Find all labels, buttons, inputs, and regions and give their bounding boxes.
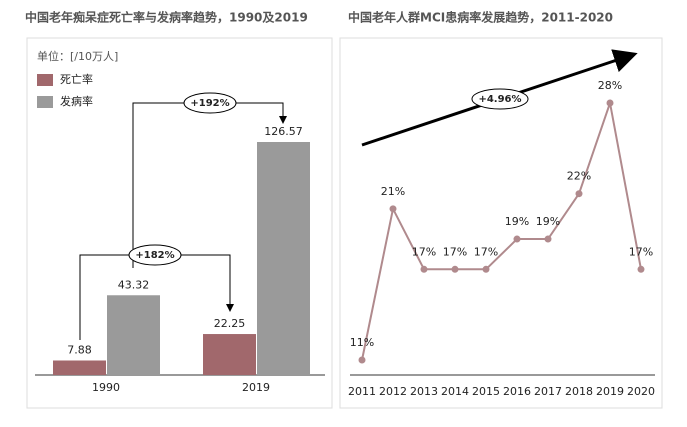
legend-swatch bbox=[37, 96, 53, 108]
x-tick-label: 2019 bbox=[242, 381, 270, 394]
point bbox=[513, 235, 521, 243]
x-tick-label: 2012 bbox=[379, 385, 407, 398]
point bbox=[575, 190, 583, 198]
point bbox=[420, 265, 428, 273]
annotation-bubble bbox=[128, 244, 182, 266]
value-label: 28% bbox=[598, 79, 622, 92]
x-tick-label: 2011 bbox=[348, 385, 376, 398]
point bbox=[482, 265, 490, 273]
unit-label: 单位：[/10万人] bbox=[37, 49, 118, 63]
line bbox=[361, 99, 642, 361]
right-title: 中国老年人群MCI患病率发展趋势，2011-2020 bbox=[348, 10, 613, 25]
x-tick-label: 2013 bbox=[410, 385, 438, 398]
annotation: +192% bbox=[190, 98, 229, 109]
value-label: 126.57 bbox=[264, 125, 303, 138]
bar bbox=[257, 142, 310, 375]
x-tick-label: 2020 bbox=[627, 385, 655, 398]
value-label: 11% bbox=[350, 336, 374, 349]
value-label: 17% bbox=[412, 245, 436, 258]
x-tick-label: 2017 bbox=[534, 385, 562, 398]
value-label: 43.32 bbox=[118, 278, 150, 291]
legend-swatch bbox=[37, 74, 53, 86]
legend-label: 死亡率 bbox=[60, 72, 93, 86]
value-label: 17% bbox=[629, 245, 653, 258]
x-tick-label: 2016 bbox=[503, 385, 531, 398]
bar bbox=[53, 360, 106, 375]
x-tick-label: 2018 bbox=[565, 385, 593, 398]
point bbox=[358, 356, 366, 364]
point bbox=[606, 99, 614, 107]
x-tick-label: 2019 bbox=[596, 385, 624, 398]
annotation: +182% bbox=[135, 250, 174, 261]
x-tick-label: 1990 bbox=[92, 381, 120, 394]
point bbox=[544, 235, 552, 243]
annotation-bubble bbox=[471, 88, 529, 110]
bar bbox=[203, 334, 256, 375]
legend-label: 发病率 bbox=[60, 94, 93, 108]
point bbox=[389, 205, 397, 213]
annotation: +4.96% bbox=[478, 94, 521, 105]
x-tick-label: 2015 bbox=[472, 385, 500, 398]
value-label: 22% bbox=[567, 170, 591, 183]
value-label: 21% bbox=[381, 185, 405, 198]
left-title: 中国老年痴呆症死亡率与发病率趋势，1990及2019 bbox=[25, 10, 308, 25]
value-label: 7.88 bbox=[67, 343, 92, 356]
value-label: 19% bbox=[505, 215, 529, 228]
value-label: 19% bbox=[536, 215, 560, 228]
point bbox=[451, 265, 459, 273]
x-tick-label: 2014 bbox=[441, 385, 469, 398]
point bbox=[637, 265, 645, 273]
value-label: 22.25 bbox=[214, 317, 246, 330]
value-label: 17% bbox=[474, 245, 498, 258]
annotation-bubble bbox=[183, 92, 237, 114]
value-label: 17% bbox=[443, 245, 467, 258]
bar bbox=[107, 295, 160, 375]
